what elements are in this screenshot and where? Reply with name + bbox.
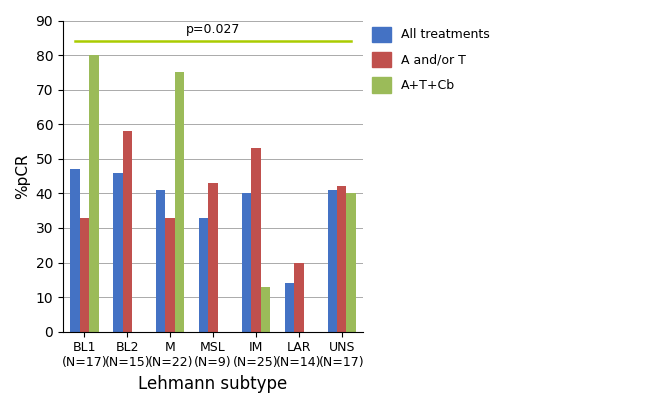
Bar [70, 169, 80, 332]
Bar [156, 190, 166, 332]
Bar [209, 183, 218, 332]
Y-axis label: %pCR: %pCR [15, 153, 30, 199]
Bar [89, 55, 99, 332]
Legend: All treatments, A and/or T, A+T+Cb: All treatments, A and/or T, A+T+Cb [372, 27, 490, 93]
X-axis label: Lehmann subtype: Lehmann subtype [138, 375, 288, 393]
Bar [166, 217, 175, 332]
Bar [199, 217, 209, 332]
Bar [285, 283, 294, 332]
Bar [294, 263, 304, 332]
Bar [252, 149, 261, 332]
Bar [80, 217, 89, 332]
Bar [123, 131, 132, 332]
Bar [337, 186, 346, 332]
Text: p=0.027: p=0.027 [186, 23, 240, 36]
Bar [328, 190, 337, 332]
Bar [261, 287, 270, 332]
Bar [242, 193, 252, 332]
Bar [113, 173, 123, 332]
Bar [175, 72, 185, 332]
Bar [346, 193, 356, 332]
